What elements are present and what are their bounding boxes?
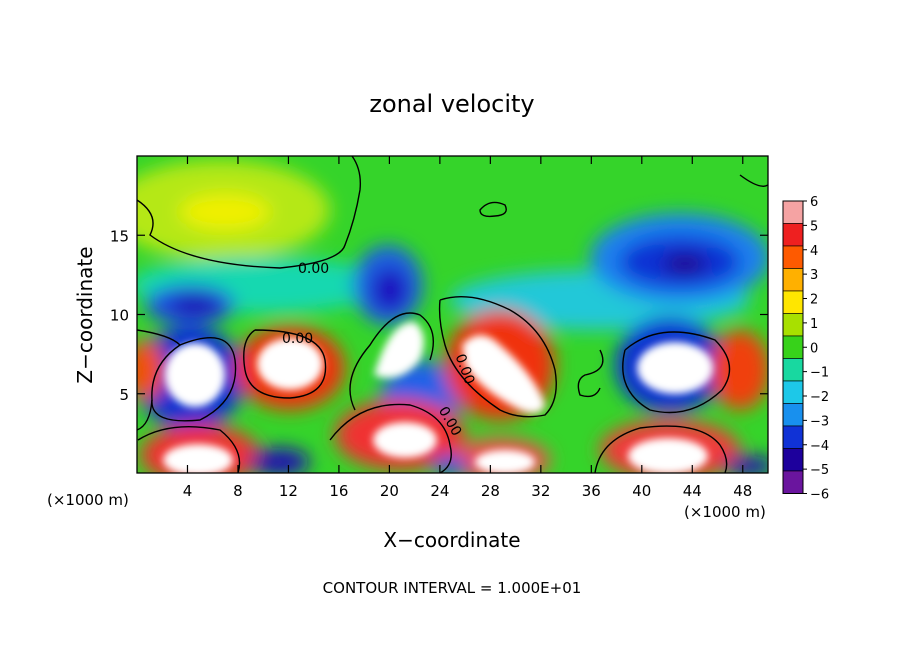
contour-interval-note: CONTOUR INTERVAL = 1.000E+01 — [323, 579, 582, 597]
colorbar-tick-label: −2 — [810, 390, 829, 405]
colorbar-swatch — [782, 290, 804, 314]
contour-label: 0.00 — [282, 331, 313, 347]
y-axis: 5 10 15 — [110, 227, 768, 404]
colorbar-tick-label: 3 — [810, 268, 818, 283]
x-tick-label: 32 — [531, 482, 550, 500]
colorbar-tick-label: 6 — [810, 195, 818, 210]
colorbar-tick-label: 4 — [810, 244, 818, 259]
colorbar-swatch — [782, 313, 804, 337]
colorbar: 6 5 4 3 2 1 0 −1 −2 −3 −4 −5 −6 — [782, 195, 829, 503]
x-tick-label: 8 — [233, 482, 243, 500]
colorbar-swatch — [782, 448, 804, 472]
y-tick-label: 15 — [110, 227, 129, 245]
colorbar-tick-label: 1 — [810, 317, 818, 332]
colorbar-tick-label: −6 — [810, 488, 829, 503]
x-tick-label: 20 — [380, 482, 399, 500]
colorbar-swatch — [782, 223, 804, 247]
x-tick-label: 36 — [582, 482, 601, 500]
y-tick-label: 10 — [110, 307, 129, 325]
colorbar-swatch — [782, 268, 804, 292]
colorbar-swatch — [782, 358, 804, 382]
colorbar-tick-label: 5 — [810, 219, 818, 234]
x-tick-label: 4 — [183, 482, 193, 500]
chart-title: zonal velocity — [369, 90, 534, 118]
y-axis-label: Z−coordinate — [73, 246, 97, 383]
contour-lines — [137, 156, 768, 473]
colorbar-tick-label: −4 — [810, 439, 829, 454]
contour-labels: 0.00 0.00 0.00 0.00 — [282, 261, 477, 439]
y-tick-label: 5 — [119, 386, 129, 404]
x-tick-label: 12 — [279, 482, 298, 500]
colorbar-swatch — [782, 335, 804, 359]
colorbar-tick-label: −5 — [810, 463, 829, 478]
colorbar-swatch — [782, 425, 804, 449]
contour-label: 0.00 — [298, 261, 329, 277]
colorbar-swatch — [782, 470, 804, 494]
colorbar-tick-label: −3 — [810, 414, 829, 429]
colorbar-swatch — [782, 200, 804, 224]
x-tick-label: 40 — [632, 482, 651, 500]
x-axis-label: X−coordinate — [383, 528, 520, 552]
x-unit-label-left: (×1000 m) — [47, 491, 129, 509]
colorbar-tick-label: 2 — [810, 293, 818, 308]
x-tick-label: 28 — [481, 482, 500, 500]
x-tick-label: 44 — [683, 482, 702, 500]
colorbar-tick-label: 0 — [810, 341, 818, 356]
colorbar-tick-label: −1 — [810, 366, 829, 381]
colorbar-swatch — [782, 245, 804, 269]
x-tick-label: 48 — [733, 482, 752, 500]
x-tick-label: 24 — [430, 482, 449, 500]
x-axis: 4 8 12 16 20 24 28 32 36 40 44 48 — [183, 156, 752, 500]
colorbar-swatch — [782, 403, 804, 427]
heatmap-field: 0.00 0.00 0.00 0.00 — [137, 156, 768, 473]
colorbar-swatch — [782, 380, 804, 404]
x-unit-label-right: (×1000 m) — [684, 503, 766, 521]
x-tick-label: 16 — [329, 482, 348, 500]
